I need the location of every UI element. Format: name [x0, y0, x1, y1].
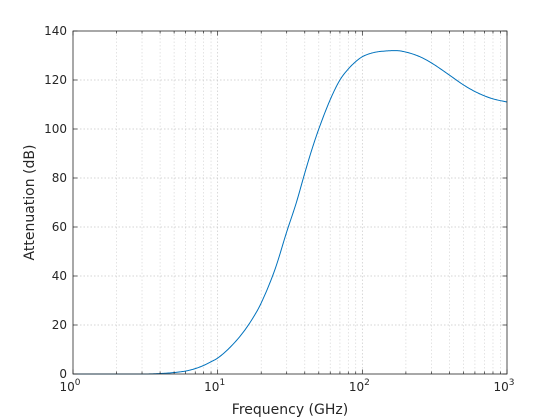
x-tick-label: 100: [59, 378, 80, 394]
x-axis-label: Frequency (GHz): [232, 402, 348, 418]
y-tick-label: 100: [44, 122, 67, 136]
y-axis-label: Attenuation (dB): [22, 145, 38, 261]
y-tick-label: 80: [52, 171, 67, 185]
y-tick-label: 120: [44, 73, 67, 87]
y-tick-label: 140: [44, 24, 67, 38]
x-tick-label: 103: [493, 378, 514, 394]
y-tick-label: 20: [52, 318, 67, 332]
series-group: [73, 50, 508, 375]
attenuation-series-line: [73, 50, 508, 375]
plot-frame: [72, 30, 508, 375]
x-tick-label: 102: [349, 378, 370, 394]
y-tick-label: 60: [52, 220, 67, 234]
grid-lines: [73, 31, 507, 374]
y-tick-label: 40: [52, 269, 67, 283]
x-tick-labels: 100 101 102 103: [59, 378, 514, 394]
y-tick-label: 0: [59, 367, 67, 381]
y-tick-labels: 0 20 40 60 80 100 120 140: [44, 24, 67, 381]
tick-marks: [72, 30, 508, 375]
x-tick-label: 101: [204, 378, 225, 394]
plot-background: [73, 31, 507, 374]
